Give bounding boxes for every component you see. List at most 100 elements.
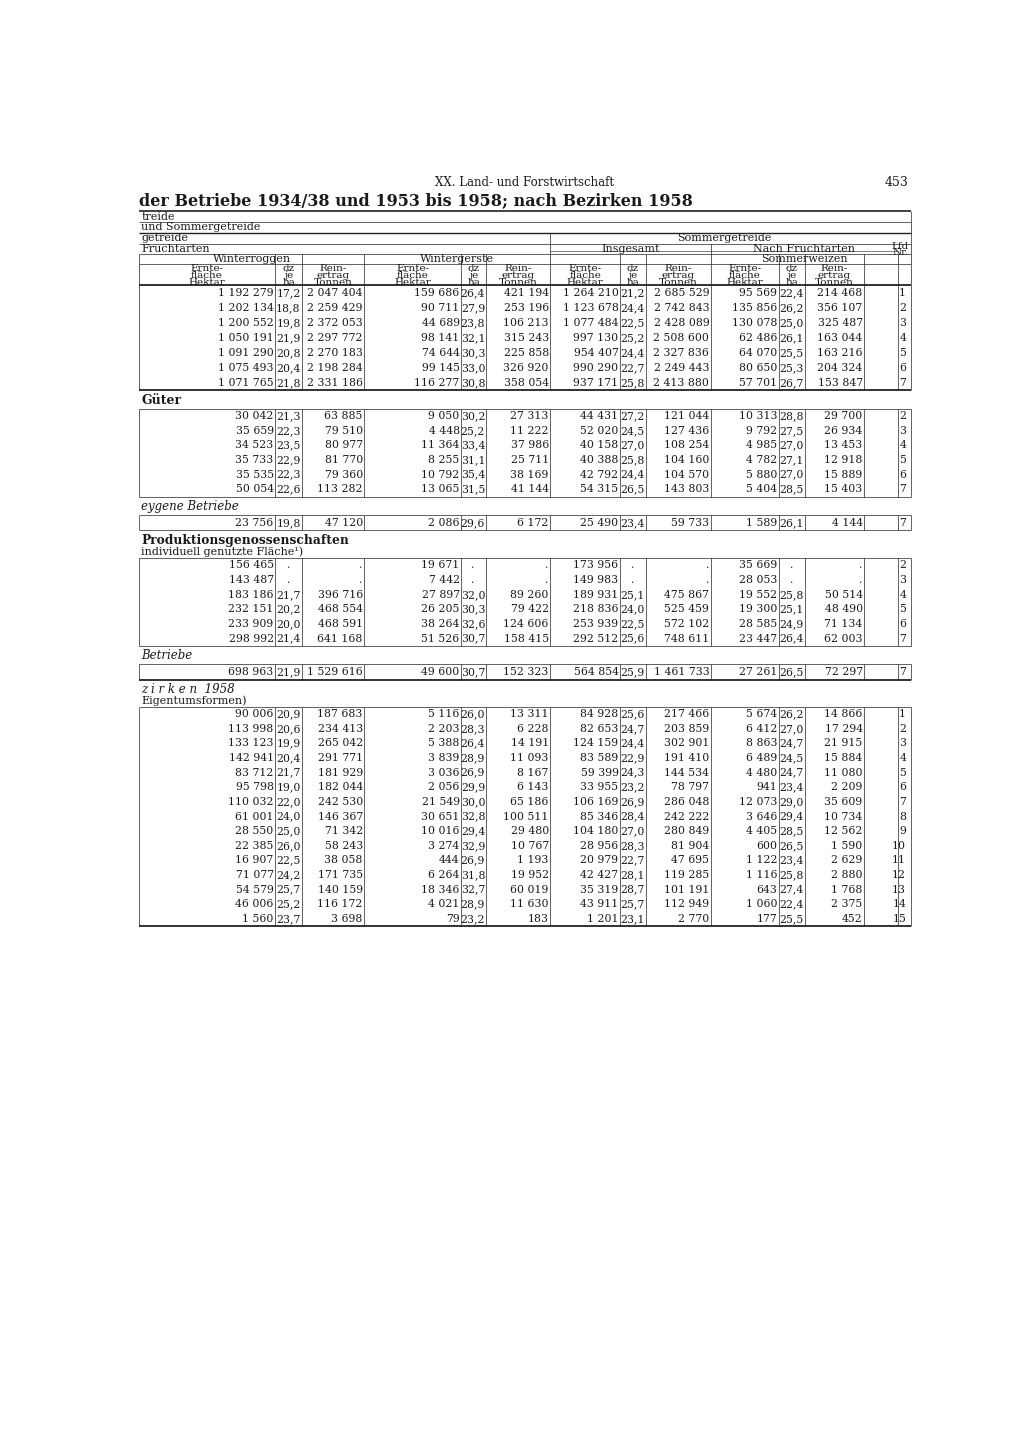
- Text: .: .: [359, 575, 362, 585]
- Text: dz: dz: [283, 264, 295, 272]
- Text: 3: 3: [899, 426, 906, 436]
- Text: 358 054: 358 054: [504, 377, 549, 387]
- Text: je: je: [629, 271, 638, 279]
- Text: 242 222: 242 222: [664, 812, 710, 821]
- Text: 20,6: 20,6: [276, 724, 301, 734]
- Text: 7 442: 7 442: [429, 575, 460, 585]
- Text: 22,3: 22,3: [276, 426, 301, 436]
- Text: 3: 3: [899, 575, 906, 585]
- Text: 1: 1: [899, 708, 906, 719]
- Text: 21,7: 21,7: [276, 768, 301, 778]
- Text: 2 508 600: 2 508 600: [653, 333, 710, 343]
- Text: 4 021: 4 021: [428, 900, 460, 909]
- Text: .: .: [790, 560, 793, 570]
- Text: 315 243: 315 243: [504, 333, 549, 343]
- Text: 19,8: 19,8: [276, 318, 301, 328]
- Text: je: je: [787, 271, 797, 279]
- Text: 32,0: 32,0: [461, 590, 485, 599]
- Text: 20,4: 20,4: [276, 753, 301, 763]
- Text: 22,5: 22,5: [621, 318, 645, 328]
- Text: 2: 2: [899, 302, 906, 312]
- Text: Ernte-: Ernte-: [728, 264, 762, 272]
- Text: 4 480: 4 480: [746, 768, 777, 778]
- Text: 43 911: 43 911: [581, 900, 618, 909]
- Text: 16 907: 16 907: [236, 855, 273, 865]
- Text: 217 466: 217 466: [664, 708, 710, 719]
- Text: 47 120: 47 120: [325, 518, 362, 528]
- Text: 82 653: 82 653: [581, 724, 618, 734]
- Text: 23 756: 23 756: [236, 518, 273, 528]
- Text: 121 044: 121 044: [664, 410, 710, 420]
- Text: 9 792: 9 792: [746, 426, 777, 436]
- Text: .: .: [706, 575, 710, 585]
- Text: 59 399: 59 399: [581, 768, 618, 778]
- Text: 2 086: 2 086: [428, 518, 460, 528]
- Text: 937 171: 937 171: [573, 377, 618, 387]
- Text: 1 060: 1 060: [745, 900, 777, 909]
- Text: 2 249 443: 2 249 443: [653, 363, 710, 373]
- Text: 74 644: 74 644: [422, 348, 460, 357]
- Text: 22,5: 22,5: [276, 855, 301, 865]
- Text: 24,7: 24,7: [779, 739, 804, 749]
- Text: 26,9: 26,9: [461, 855, 485, 865]
- Text: 2 685 529: 2 685 529: [653, 288, 710, 298]
- Text: 146 367: 146 367: [317, 812, 362, 821]
- Text: 40 388: 40 388: [581, 455, 618, 465]
- Text: 33,4: 33,4: [461, 441, 485, 451]
- Text: 2 297 772: 2 297 772: [307, 333, 362, 343]
- Text: 468 591: 468 591: [317, 619, 362, 629]
- Text: Hektar: Hektar: [567, 278, 603, 287]
- Text: Ernte-: Ernte-: [190, 264, 223, 272]
- Text: 24,4: 24,4: [621, 348, 645, 357]
- Text: 72 297: 72 297: [824, 667, 862, 677]
- Text: 25,2: 25,2: [276, 900, 301, 909]
- Text: 5: 5: [899, 348, 906, 357]
- Text: 54 579: 54 579: [236, 884, 273, 894]
- Text: 24,4: 24,4: [621, 469, 645, 480]
- Text: 10 792: 10 792: [422, 469, 460, 480]
- Text: 37 986: 37 986: [511, 441, 549, 451]
- Text: 27 313: 27 313: [510, 410, 549, 420]
- Text: 35 669: 35 669: [739, 560, 777, 570]
- Text: 28,3: 28,3: [461, 724, 485, 734]
- Text: 19 552: 19 552: [739, 590, 777, 599]
- Text: 3: 3: [899, 318, 906, 328]
- Text: 24,7: 24,7: [779, 768, 804, 778]
- Text: 14 191: 14 191: [511, 739, 549, 749]
- Text: Güter: Güter: [141, 393, 181, 408]
- Text: 119 285: 119 285: [664, 870, 710, 880]
- Text: 22,9: 22,9: [276, 455, 301, 465]
- Text: 21,7: 21,7: [276, 590, 301, 599]
- Text: 292 512: 292 512: [573, 634, 618, 644]
- Text: 5: 5: [899, 768, 906, 778]
- Text: 52 020: 52 020: [581, 426, 618, 436]
- Text: fläche: fläche: [397, 271, 429, 279]
- Text: 79: 79: [445, 914, 460, 924]
- Text: 116 277: 116 277: [415, 377, 460, 387]
- Text: 564 854: 564 854: [573, 667, 618, 677]
- Text: 159 686: 159 686: [415, 288, 460, 298]
- Text: 25 711: 25 711: [511, 455, 549, 465]
- Text: 6 172: 6 172: [517, 518, 549, 528]
- Text: 21,9: 21,9: [276, 667, 301, 677]
- Text: 5 388: 5 388: [428, 739, 460, 749]
- Text: 135 856: 135 856: [732, 302, 777, 312]
- Text: 2 198 284: 2 198 284: [307, 363, 362, 373]
- Text: 13 065: 13 065: [421, 484, 460, 494]
- Text: 14 866: 14 866: [824, 708, 862, 719]
- Text: 5 404: 5 404: [746, 484, 777, 494]
- Text: 468 554: 468 554: [317, 605, 362, 615]
- Text: 23,1: 23,1: [621, 914, 645, 924]
- Text: 35,4: 35,4: [461, 469, 485, 480]
- Text: 1 590: 1 590: [831, 841, 862, 851]
- Text: 140 159: 140 159: [317, 884, 362, 894]
- Text: 35 733: 35 733: [236, 455, 273, 465]
- Text: 15 403: 15 403: [824, 484, 862, 494]
- Text: 214 468: 214 468: [817, 288, 862, 298]
- Text: 127 436: 127 436: [664, 426, 710, 436]
- Text: 23,4: 23,4: [621, 518, 645, 528]
- Text: 8 863: 8 863: [745, 739, 777, 749]
- Text: 4: 4: [899, 753, 906, 763]
- Text: 50 054: 50 054: [236, 484, 273, 494]
- Text: 1 202 134: 1 202 134: [218, 302, 273, 312]
